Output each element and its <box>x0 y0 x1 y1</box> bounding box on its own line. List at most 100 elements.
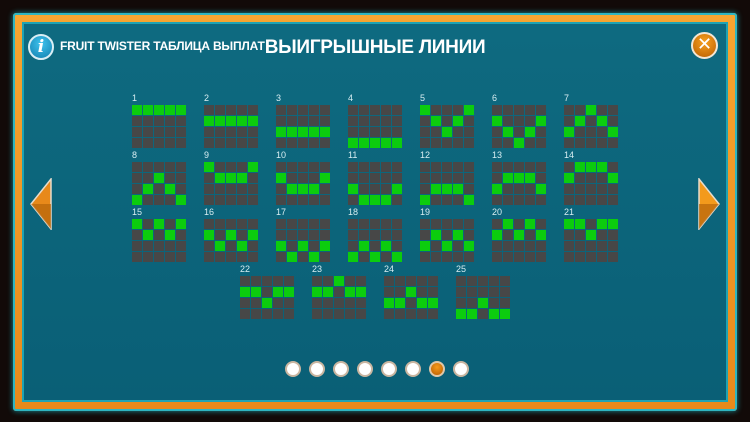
payline-cell <box>608 252 618 262</box>
payline-cell <box>381 252 391 262</box>
payline-cell <box>536 252 546 262</box>
payline-cell-active <box>226 173 236 183</box>
payline-cell <box>514 116 524 126</box>
page-dot-5[interactable] <box>381 361 397 377</box>
payline-cell <box>370 241 380 251</box>
payline-cell <box>420 230 430 240</box>
payline-cell <box>392 241 402 251</box>
payline-cell <box>204 184 214 194</box>
payline-cell <box>370 105 380 115</box>
payline-cell <box>165 116 175 126</box>
payline-cell-active <box>348 138 358 148</box>
close-button[interactable]: ✕ <box>691 32 718 59</box>
payline-cell <box>608 105 618 115</box>
payline-cell <box>215 230 225 240</box>
payline-cell <box>586 116 596 126</box>
payline-cell-active <box>215 241 225 251</box>
payline-cell-active <box>356 287 366 297</box>
payline-number: 5 <box>420 93 426 103</box>
payline-number: 9 <box>204 150 210 160</box>
payline-cell-active <box>165 230 175 240</box>
payline-cell <box>204 219 214 229</box>
dialog-panel <box>22 22 728 402</box>
payline-cell <box>273 309 283 319</box>
payline-number: 2 <box>204 93 210 103</box>
payline-number: 17 <box>276 207 287 217</box>
payline-cell-active <box>204 162 214 172</box>
payline-cell <box>262 276 272 286</box>
payline-cell-active <box>384 298 394 308</box>
payline-cell <box>395 276 405 286</box>
payline-cell <box>287 241 297 251</box>
payline-cell <box>143 138 153 148</box>
page-dot-8[interactable] <box>453 361 469 377</box>
payline-cell <box>298 173 308 183</box>
payline-cell <box>381 230 391 240</box>
next-page-button[interactable] <box>697 178 721 230</box>
payline-cell <box>320 230 330 240</box>
page-dot-4[interactable] <box>357 361 373 377</box>
payline-cell <box>334 298 344 308</box>
payline-cell <box>489 298 499 308</box>
payline-cell <box>442 105 452 115</box>
payline-cell <box>431 138 441 148</box>
payline-cell <box>392 116 402 126</box>
payline-cell <box>204 105 214 115</box>
page-dot-7[interactable] <box>429 361 445 377</box>
payline-cell-active <box>298 184 308 194</box>
payline-cell <box>586 219 596 229</box>
payline-cell-active <box>381 195 391 205</box>
payline-cell <box>320 105 330 115</box>
payline-cell-active <box>287 184 297 194</box>
payline-cell-active <box>489 309 499 319</box>
payline-cell-active <box>536 230 546 240</box>
page-dot-2[interactable] <box>309 361 325 377</box>
payline-cell <box>456 298 466 308</box>
payline-cell <box>370 162 380 172</box>
payline-cell-active <box>392 252 402 262</box>
payline-cell-active <box>359 241 369 251</box>
page-dot-3[interactable] <box>333 361 349 377</box>
payline-cell <box>204 195 214 205</box>
info-button[interactable]: i <box>28 34 54 60</box>
payline-cell <box>240 276 250 286</box>
payline-cell <box>456 276 466 286</box>
payline-cell <box>514 195 524 205</box>
payline-cell <box>492 138 502 148</box>
payline-cell-active <box>608 219 618 229</box>
payline-cell <box>514 105 524 115</box>
payline-cell <box>309 241 319 251</box>
page-dot-6[interactable] <box>405 361 421 377</box>
payline-cell <box>226 184 236 194</box>
payline-cell-active <box>392 184 402 194</box>
payline-cell-active <box>348 184 358 194</box>
payline-cell <box>309 162 319 172</box>
payline-cell <box>381 116 391 126</box>
payline-cell <box>176 230 186 240</box>
payline-cell-active <box>420 195 430 205</box>
payline-cell <box>503 116 513 126</box>
payline-cell <box>431 105 441 115</box>
payline-cell-active <box>503 219 513 229</box>
payline-cell <box>514 127 524 137</box>
payline-cell <box>348 241 358 251</box>
prev-page-button[interactable] <box>29 178 53 230</box>
payline-cell <box>467 298 477 308</box>
payline-cell-active <box>420 105 430 115</box>
dialog-frame <box>13 13 737 411</box>
payline-cell <box>348 116 358 126</box>
payline-cell <box>514 162 524 172</box>
payline-cell-active <box>309 184 319 194</box>
payline-cell <box>492 105 502 115</box>
payline-cell-active <box>320 173 330 183</box>
payline-cell <box>298 105 308 115</box>
payline-cell <box>312 309 322 319</box>
payline-cell <box>309 230 319 240</box>
payline-cell <box>215 219 225 229</box>
page-dot-1[interactable] <box>285 361 301 377</box>
payline-cell <box>536 219 546 229</box>
payline-cell <box>262 287 272 297</box>
payline-cell-active <box>176 219 186 229</box>
payline-cell-active <box>309 252 319 262</box>
payline-cell-active <box>575 162 585 172</box>
